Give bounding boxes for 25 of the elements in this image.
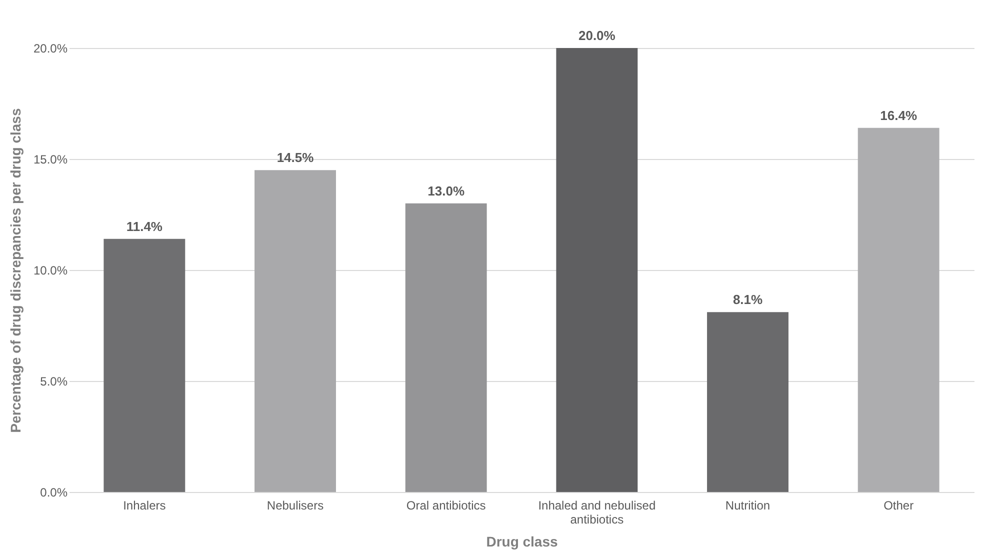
x-tick-label: Nutrition: [725, 498, 770, 512]
y-tick-label: 10.0%: [33, 264, 68, 278]
x-tick-label: Other: [884, 498, 914, 512]
bar: [405, 203, 487, 492]
x-tick-label: Nebulisers: [266, 498, 324, 512]
y-tick-label: 15.0%: [33, 152, 68, 166]
data-label: 20.0%: [578, 28, 616, 43]
x-axis-title: Drug class: [486, 534, 558, 550]
y-tick-label: 5.0%: [40, 374, 68, 388]
x-tick-label: Inhaled and nebulised antibiotics: [538, 498, 656, 526]
bar: [254, 170, 336, 492]
y-tick-label: 0.0%: [40, 486, 68, 500]
bar: [707, 312, 788, 492]
data-label: 16.4%: [880, 108, 918, 123]
data-label: 8.1%: [732, 292, 763, 308]
data-label: 14.5%: [276, 150, 314, 166]
y-tick-label: 20.0%: [33, 42, 68, 56]
data-label: 11.4%: [126, 218, 163, 234]
bar: [104, 238, 186, 492]
bar: [556, 48, 638, 492]
data-label: 13.0%: [428, 183, 465, 198]
x-tick-label: Inhalers: [123, 498, 166, 512]
bar: [858, 128, 940, 492]
x-tick-label: Oral antibiotics: [406, 498, 486, 512]
y-axis-title: Percentage of drug discrepancies per drug class: [7, 108, 24, 433]
